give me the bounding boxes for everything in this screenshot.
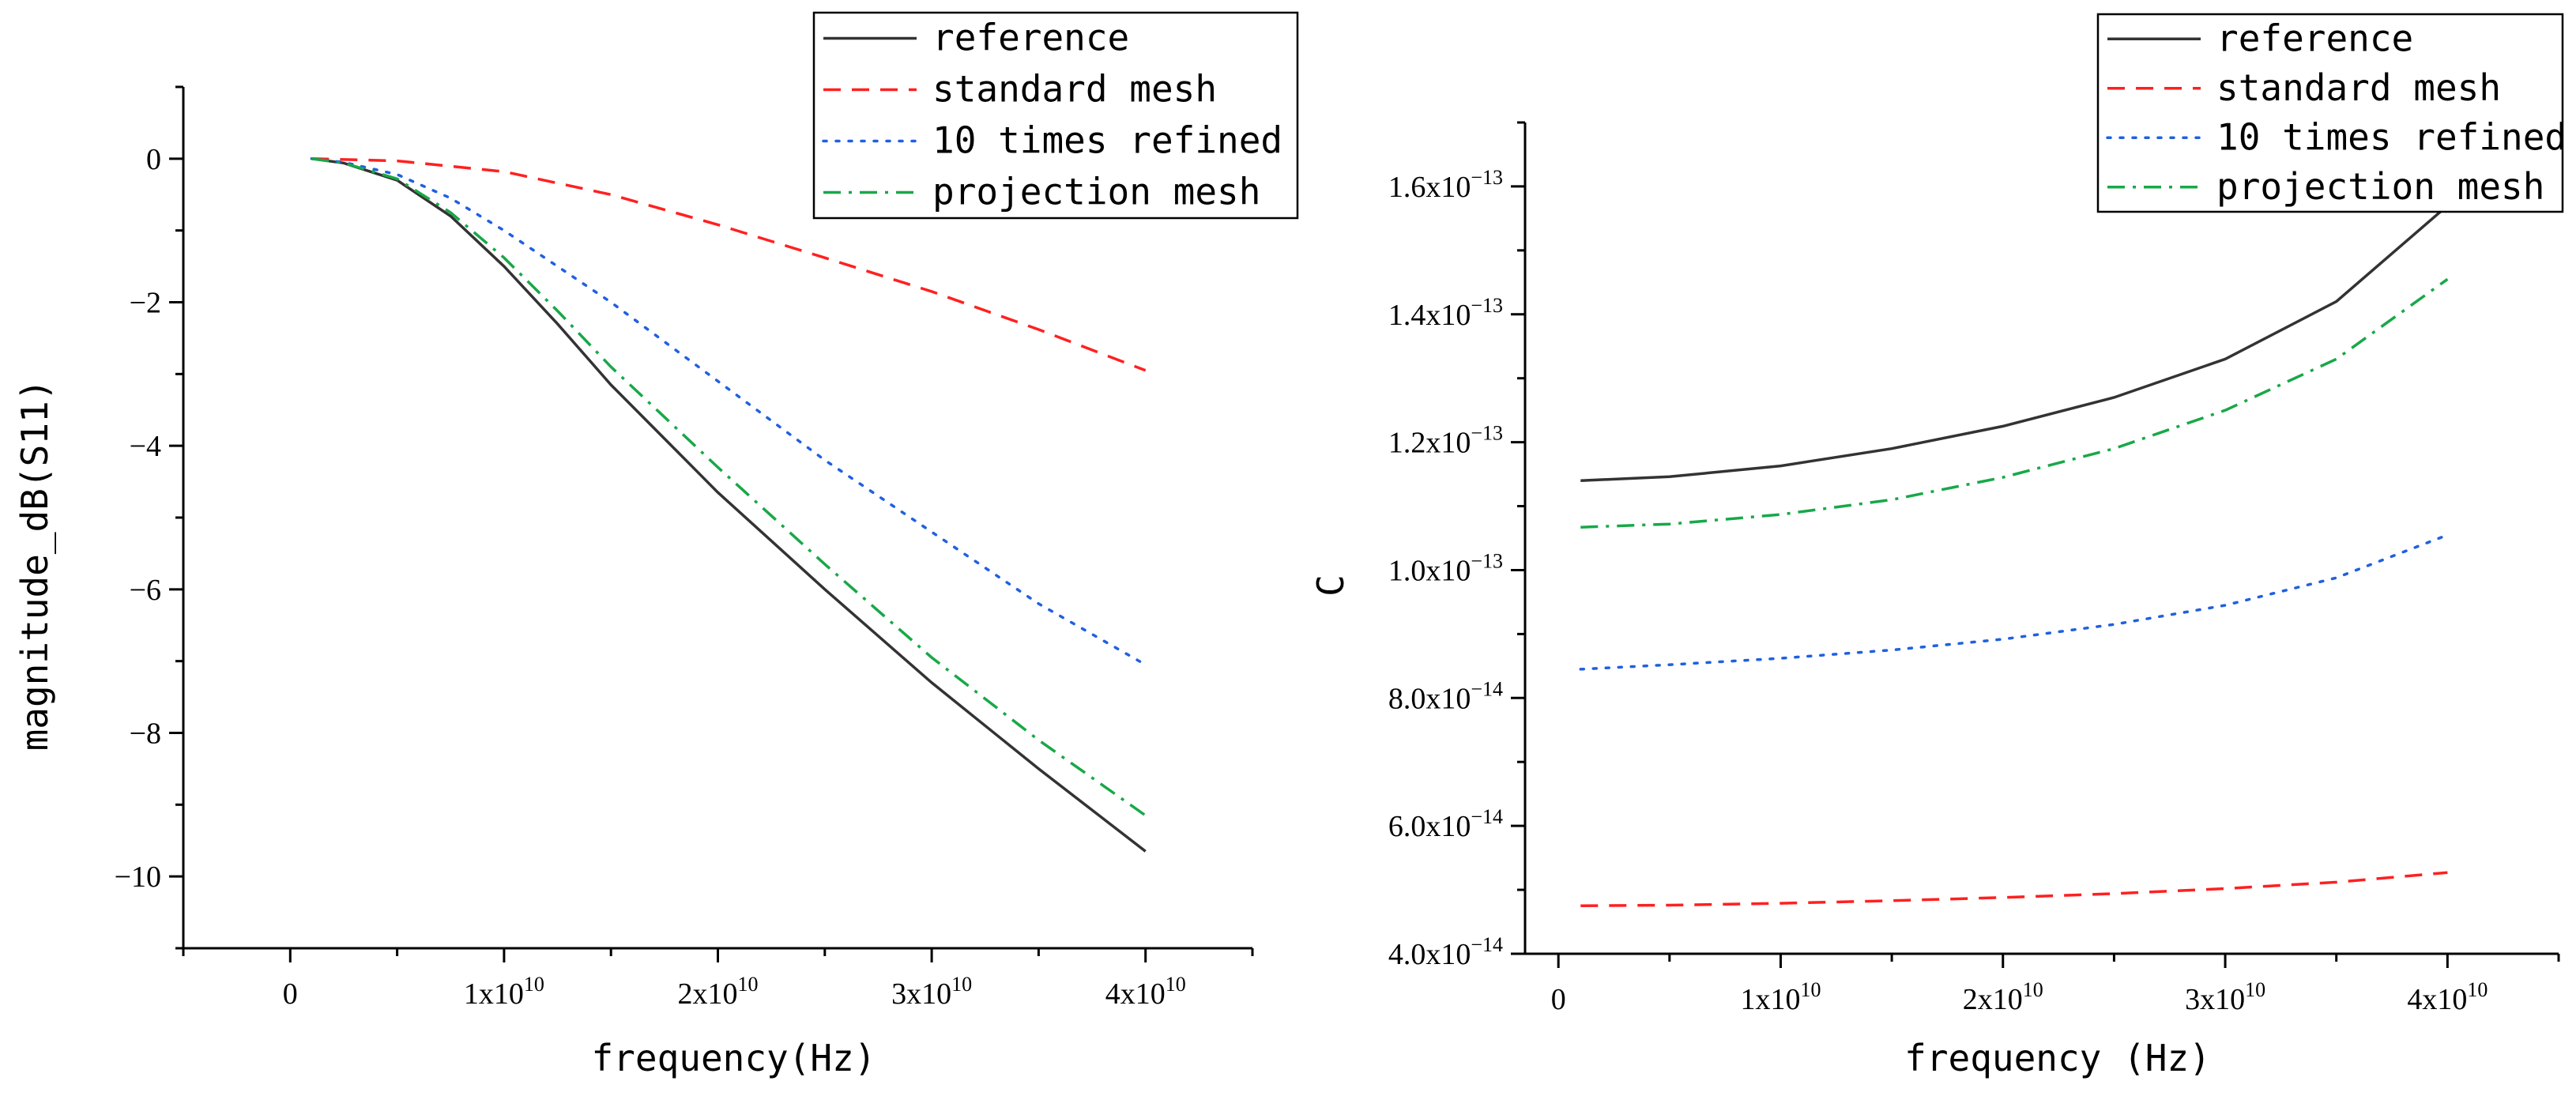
y-tick-label: −6	[130, 574, 161, 607]
legend-label: standard mesh	[932, 68, 1217, 111]
legend: reference standard mesh 10 times refined pr…	[812, 11, 1299, 220]
series-line-standard-mesh	[1580, 871, 2448, 908]
x-tick-label: 2x1010	[1963, 978, 2043, 1016]
legend-label: 10 times refined	[2216, 115, 2567, 158]
y-tick-label: 1.6x10−13	[1388, 166, 1503, 204]
series-line-projection-mesh	[311, 157, 1147, 817]
y-tick-label: −10	[115, 861, 161, 894]
series-line-standard-mesh	[311, 157, 1147, 372]
y-tick-label: 1.2x10−13	[1388, 422, 1503, 460]
y-tick-label: 8.0x10−14	[1388, 677, 1503, 715]
x-axis-title: frequency(Hz)	[591, 1037, 876, 1079]
legend-label: 10 times refined	[932, 119, 1282, 162]
y-tick-label: 4.0x10−14	[1388, 933, 1503, 971]
x-tick-label: 4x1010	[1105, 973, 1186, 1011]
series-line-reference	[311, 157, 1147, 853]
y-tick-label: −8	[130, 717, 161, 751]
x-tick-label: 0	[1551, 983, 1566, 1016]
y-tick-label: 1.4x10−13	[1388, 294, 1503, 332]
x-axis-title: frequency (Hz)	[1904, 1037, 2211, 1079]
legend-label: projection mesh	[932, 171, 1260, 213]
series-line-10-times-refined	[310, 157, 1147, 666]
legend: reference standard mesh 10 times refined pr…	[2096, 13, 2567, 213]
x-tick-label: 4x1010	[2407, 978, 2487, 1016]
y-axis-title: magnitude_dB(S11)	[13, 379, 56, 751]
x-tick-label: 1x1010	[1740, 978, 1821, 1016]
x-tick-label: 1x1010	[464, 973, 544, 1011]
chart-s11-magnitude: 0 1x1010 2x1010 3x1010 4x1010 0 −2 −4 −6 −8 −10 fre…	[13, 11, 1299, 1079]
series-line-10-times-refined	[1579, 533, 2450, 671]
legend-label: reference	[2216, 17, 2413, 59]
legend-label: reference	[932, 17, 1129, 59]
x-tick-label: 0	[283, 977, 298, 1011]
x-tick-label: 2x1010	[678, 973, 759, 1011]
y-tick-label: 1.0x10−13	[1388, 549, 1503, 587]
x-tick-label: 3x1010	[891, 973, 972, 1011]
x-tick-label: 3x1010	[2185, 978, 2265, 1016]
chart-capacitance: 0 1x1010 2x1010 3x1010 4x1010 4.0x10−14 6.0x10…	[1309, 13, 2567, 1079]
y-tick-label: 6.0x10−14	[1388, 805, 1503, 843]
legend-box	[812, 11, 1299, 220]
y-axis-title: C	[1309, 574, 1352, 597]
legend-label: projection mesh	[2216, 165, 2544, 208]
y-tick-label: 0	[146, 143, 161, 176]
series-line-projection-mesh	[1580, 277, 2449, 529]
y-tick-label: −2	[130, 287, 161, 320]
legend-label: standard mesh	[2216, 66, 2501, 109]
series-line-reference	[1580, 204, 2449, 482]
legend-box	[2096, 13, 2564, 213]
y-tick-label: −4	[130, 430, 161, 463]
